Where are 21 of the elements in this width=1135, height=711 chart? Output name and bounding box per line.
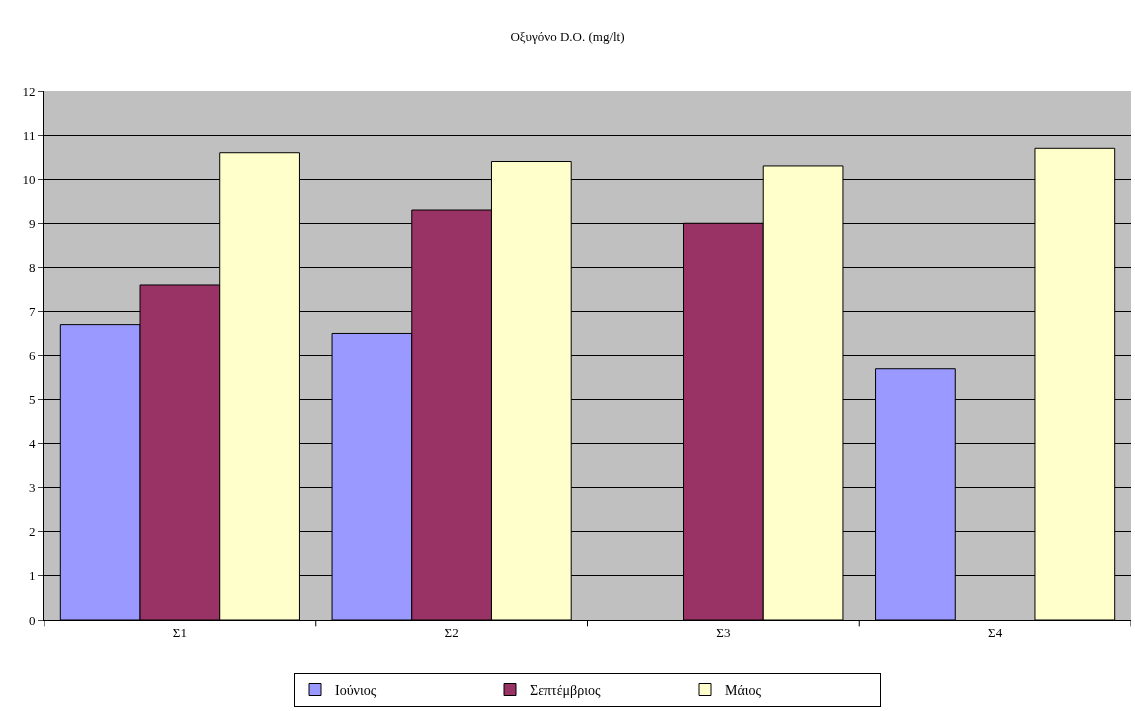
x-tick-label: Σ4 <box>988 624 1003 640</box>
y-tick-label: 3 <box>28 480 36 496</box>
y-tick-label: 4 <box>28 436 36 452</box>
x-tick-label: Σ2 <box>444 624 459 640</box>
y-tick-label: 7 <box>28 303 36 319</box>
y-tick-label: 12 <box>22 83 36 99</box>
x-tick-label: Σ3 <box>716 624 731 640</box>
x-tick-label: Σ1 <box>172 624 187 640</box>
chart-title: Οξυγόνο D.O. (mg/lt) <box>510 29 625 45</box>
y-tick-label: 11 <box>22 127 36 143</box>
y-tick-label: 5 <box>28 392 36 408</box>
y-tick-label: 0 <box>28 612 36 628</box>
legend-label: Σεπτέμβριος <box>530 682 601 698</box>
y-tick-label: 8 <box>28 259 36 275</box>
y-tick-label: 9 <box>28 215 36 231</box>
y-tick-label: 1 <box>28 568 36 584</box>
legend-label: Ιούνιος <box>335 682 377 698</box>
y-tick-label: 6 <box>28 348 36 364</box>
legend-label: Μάιος <box>725 682 762 698</box>
y-tick-label: 2 <box>28 524 36 540</box>
y-tick-label: 10 <box>22 171 36 187</box>
